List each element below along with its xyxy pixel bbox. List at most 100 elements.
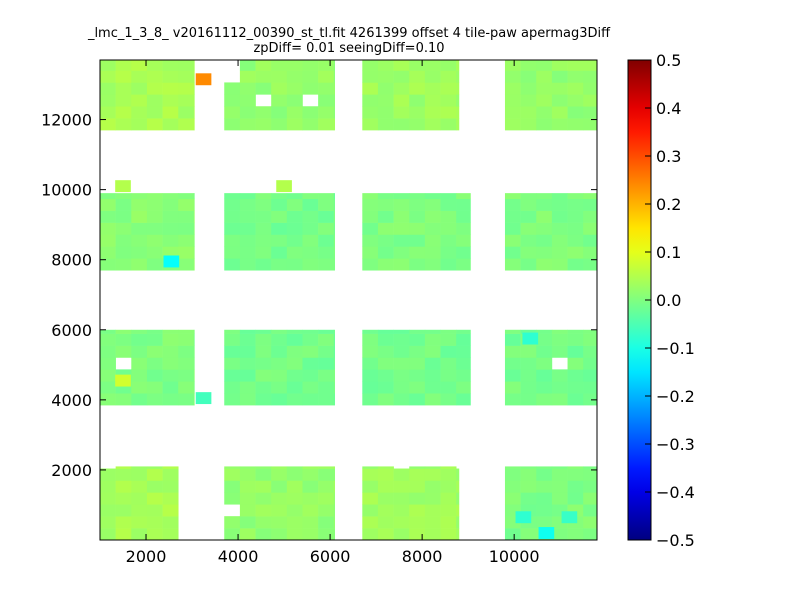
heatmap-cell [409,329,426,334]
heatmap-cell [424,70,441,83]
heatmap-cell [424,357,441,370]
heatmap-cell [224,480,241,493]
heatmap-cell [377,504,394,517]
heatmap-cell [239,258,256,271]
heatmap-cell [567,82,584,95]
heatmap-cell [551,246,568,259]
heatmap-cell [536,118,553,131]
heatmap-cell [271,528,288,540]
heatmap-cell [362,234,379,247]
heatmap-cell [409,468,426,481]
heatmap-cell [131,329,148,334]
heatmap-cell [255,466,272,469]
heatmap-cell [162,369,179,382]
colorbar-tick-label: 0.5 [656,51,681,70]
heatmap-cell [536,82,553,95]
heatmap-cell [456,234,471,247]
heatmap-cell [162,480,179,493]
heatmap-cell [162,516,179,529]
heatmap-cell [456,222,471,235]
heatmap-cell [178,329,195,334]
heatmap-cell [224,222,241,235]
heatmap-cell [115,504,132,517]
heatmap-cell [318,393,335,406]
heatmap-cell [178,106,195,119]
heatmap-cell [100,246,116,259]
heatmap-cell [224,94,241,107]
heatmap-cell [536,393,553,406]
heatmap-cell [162,234,179,247]
heatmap-cell [520,222,537,235]
y-tick-label: 12000 [41,111,92,130]
heatmap-cell [504,82,521,95]
heatmap-cell [255,234,272,247]
heatmap-cell [377,345,394,358]
heatmap-cell [162,210,179,223]
heatmap-cell [239,528,256,540]
heatmap-cell [239,466,256,469]
x-tick-label: 6000 [310,547,351,566]
heatmap-cell [440,480,457,493]
heatmap-cell [224,106,241,119]
heatmap-cell [520,357,537,370]
heatmap-cell [536,333,553,346]
heatmap-cell [100,528,116,540]
heatmap-cell [224,210,241,223]
colorbar-tick-label: 0.1 [656,243,681,262]
heatmap-cell [131,118,148,131]
heatmap-cell [162,70,179,83]
heatmap-cell [520,480,537,493]
heatmap-cell [362,492,379,505]
heatmap-cell [583,345,597,358]
heatmap-cell [100,393,116,406]
heatmap-cell [286,329,303,334]
x-tick-label: 8000 [402,547,443,566]
heatmap-cell [178,193,195,200]
heatmap-cell [583,329,597,334]
heatmap-cell [178,210,195,223]
heatmap-cell [536,60,553,71]
heatmap-cell [520,468,537,481]
heatmap-cell [551,381,568,394]
heatmap-cell [100,468,116,481]
heatmap-cell [178,246,195,259]
heatmap-cell [504,492,521,505]
heatmap-cell [424,106,441,119]
heatmap-cell [456,70,460,83]
heatmap-cell [551,468,568,481]
colorbar-tick-label: 0.2 [656,195,681,214]
heatmap-cell [286,258,303,271]
heatmap-cell [100,333,116,346]
heatmap-cell [409,369,426,382]
heatmap-cell [333,106,335,119]
heatmap-cell [520,198,537,211]
heatmap-cell [583,528,597,540]
heatmap-cell [318,345,335,358]
heatmap-cell [567,222,584,235]
heatmap-cell [131,516,148,529]
heatmap-cell [567,369,584,382]
heatmap-cell [115,82,132,95]
heatmap-cell [318,246,335,259]
heatmap-cell [567,258,584,271]
heatmap-cell [302,381,319,394]
heatmap-cell [551,70,568,83]
heatmap-cell [271,193,288,200]
heatmap-cell [193,70,195,83]
heatmap-cell [302,234,319,247]
heatmap-cell-highlight [195,73,212,86]
heatmap-cell [393,329,410,334]
heatmap-cell [440,60,457,71]
heatmap-cell [318,528,335,540]
heatmap-cell [536,504,553,517]
heatmap-cell [424,222,441,235]
heatmap-cell [115,234,132,247]
heatmap-cell [302,82,319,95]
heatmap-cell [551,466,568,469]
heatmap-cell [271,246,288,259]
heatmap-cell [239,329,256,334]
heatmap-cell [131,210,148,223]
heatmap-cell [536,329,553,334]
heatmap-cell [178,82,195,95]
heatmap-cell [271,345,288,358]
